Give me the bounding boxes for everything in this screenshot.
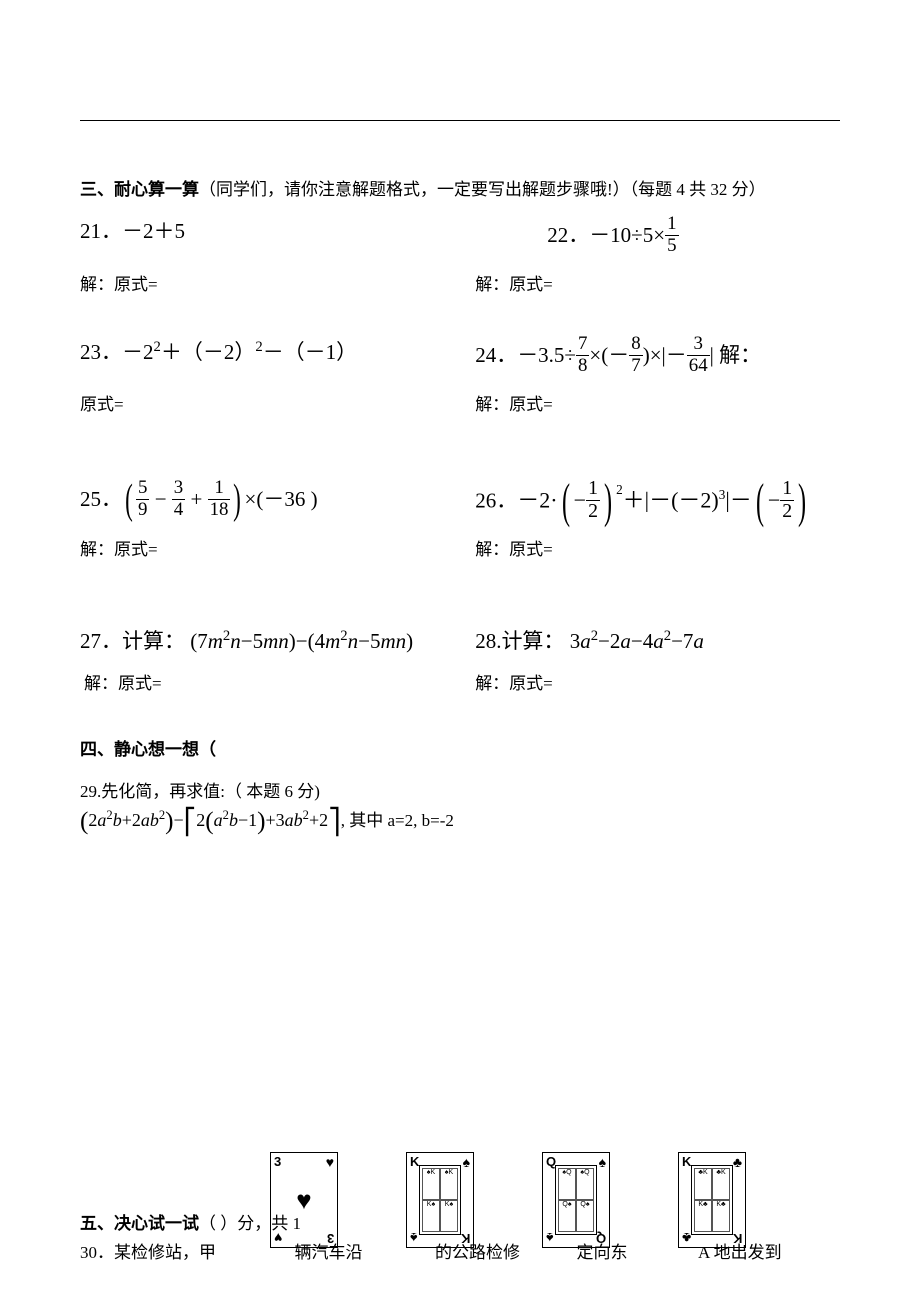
club-icon: ♣ [733,1155,742,1169]
problem-27: 27．计算： (7m2n−5mn)−(4m2n−5mn) [80,626,475,662]
row-23-24: 23．－22＋（－2）2－（－1） 24．－3.5÷78×(－87)×|－364… [80,337,840,384]
p23-b: ＋（－2） [161,340,256,364]
p21-num: 21． [80,219,122,243]
section-5-rest: （ ）分，共 1 [199,1214,301,1233]
p26-pre: －2· [517,487,557,512]
p26-rp2: ) [798,483,806,522]
p29-cond: , 其中 a=2, b=-2 [341,811,454,830]
p23-a: －2 [122,340,154,364]
p29-expr: (2a2b+2ab2)−⎡2(a2b−1)+3ab2+2⎤, 其中 a=2, b… [80,806,840,837]
section-3-bold: 三、耐心算一算 [80,180,199,199]
p27-label: 计算： [122,629,185,653]
row-sol-21-22: 解：原式= 解：原式= [80,270,840,299]
sol-21-label: 解：原式= [80,270,475,295]
problem-23: 23．－22＋（－2）2－（－1） [80,337,475,384]
p23-s1: 2 [154,339,161,355]
p30-b: 辆汽车沿 [295,1243,363,1262]
problem-26: 26．－2·(−12)2＋|－(－2)3|－(−12) [475,481,840,530]
p30-c: 的公路检修 [435,1243,520,1262]
p25-f3: 118 [208,479,231,520]
p30-d: 定向东 [577,1243,628,1262]
section-5-bold: 五、决心试一试 [80,1214,199,1233]
p24-f1: 78 [576,335,589,376]
row-27-28: 27．计算： (7m2n−5mn)−(4m2n−5mn) 28.计算： 3a2−… [80,626,840,662]
section-4-heading: 四、静心想一想（ [80,736,840,763]
sol-24-label: 解：原式= [475,390,840,415]
section-3-rest: （同学们，请你注意解题格式，一定要写出解题步骤哦!）（每题 4 共 32 分） [199,180,766,199]
p24-m1: ×(－ [589,343,629,367]
p25-f1: 59 [136,479,149,520]
p26-f1: 12 [586,479,600,522]
heart-icon: ♥ [326,1155,334,1169]
p25-f2: 34 [172,479,185,520]
section-4-bold: 四、静心想一想（ [80,740,216,759]
problem-22: 22．－10÷5×15 [475,217,840,264]
p22-frac: 15 [665,215,678,256]
spade-icon: ♠ [463,1155,470,1169]
section-3-heading: 三、耐心算一算（同学们，请你注意解题格式，一定要写出解题步骤哦!）（每题 4 共… [80,176,840,203]
card-rank: K [410,1155,419,1168]
p28-label: 计算： [501,629,564,653]
p26-mid2: |－ [725,487,751,512]
p23-s2: 2 [255,339,262,355]
row-21-22: 21．－2＋5 22．－10÷5×15 [80,217,840,264]
p26-rp1: ) [604,483,612,522]
sol-26-label: 解：原式= [475,535,840,560]
p29-label: 29.先化简，再求值:（ 本题 6 分) [80,777,840,802]
p25-lp: ( [125,484,133,518]
p25-rp: ) [234,484,242,518]
p26-neg1: − [574,487,586,512]
sol-28-label: 解：原式= [475,669,840,694]
sol-25-label: 解：原式= [80,535,475,560]
problem-25: 25．(59 − 34 + 118)×(－36 ) [80,481,475,530]
row-25-26: 25．(59 − 34 + 118)×(－36 ) 26．－2·(−12)2＋|… [80,481,840,530]
p23-num: 23． [80,340,122,364]
p26-lp1: ( [562,483,570,522]
p26-lp2: ( [756,483,764,522]
problem-21: 21．－2＋5 [80,217,475,264]
p26-neg2: − [768,487,780,512]
problem-28: 28.计算： 3a2−2a−4a2−7a [475,626,840,662]
p24-f2: 87 [629,335,642,376]
card-rank: 3 [274,1155,281,1168]
row-sol-25-26: 解：原式= 解：原式= [80,535,840,564]
sol-27-label: 解：原式= [84,669,475,694]
p26-mid1: ＋|－(－2) [623,487,719,512]
row-sol-27-28: 解：原式= 解：原式= [80,669,840,698]
p25-m2: + [185,487,207,511]
p30-a: 30．某检修站，甲 [80,1243,216,1262]
p24-pre: －3.5÷ [517,343,576,367]
page-content: 三、耐心算一算（同学们，请你注意解题格式，一定要写出解题步骤哦!）（每题 4 共… [0,0,920,837]
sol-22-label: 解：原式= [475,270,840,295]
p24-f3: 364 [687,335,710,376]
p22-pre: －10÷5× [589,223,665,247]
p23-c: －（－1） [263,340,358,364]
p25-tail: ×(－36 ) [244,487,317,511]
spade-icon: ♠ [599,1155,606,1169]
section-5: 五、决心试一试（ ）分，共 1 30．某检修站，甲 辆汽车沿 的公路检修 定向东… [80,1210,840,1268]
p28-expr: 3a2−2a−4a2−7a [570,629,704,653]
p24-m2: )×|－ [643,343,687,367]
p21-expr: －2＋5 [122,219,185,243]
top-rule [80,120,840,121]
card-rank: K [682,1155,691,1168]
p26-num: 26． [475,488,517,512]
p22-num: 22． [547,223,589,247]
p26-f2: 12 [780,479,794,522]
p24-num: 24． [475,343,517,367]
p27-num: 27． [80,629,122,653]
problem-24: 24．－3.5÷78×(－87)×|－364| 解： [475,337,840,384]
p25-num: 25． [80,487,122,511]
sol-23-label: 原式= [80,390,475,415]
p24-tail: | 解： [710,343,761,367]
p28-num: 28. [475,629,501,653]
p30-e: A 地出发到 [698,1243,782,1262]
row-sol-23-24: 原式= 解：原式= [80,390,840,419]
p27-expr: (7m2n−5mn)−(4m2n−5mn) [190,629,413,653]
p26-sq: 2 [616,482,623,497]
p25-m1: − [149,487,171,511]
